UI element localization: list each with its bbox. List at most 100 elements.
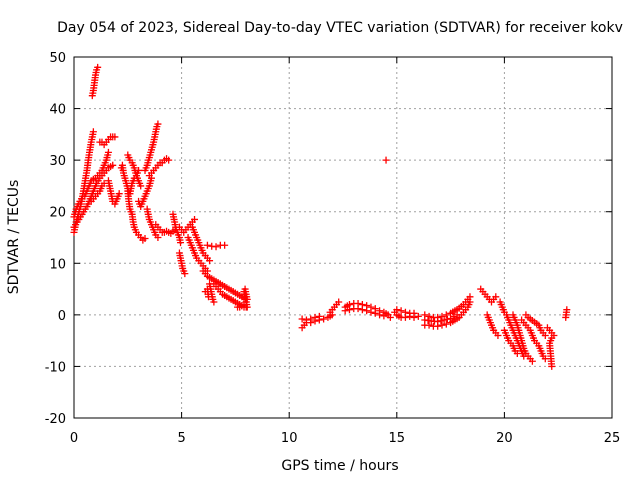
x-tick-label: 5	[177, 431, 185, 446]
series-arc-3.7h	[145, 155, 173, 180]
data-point	[371, 309, 379, 317]
data-point	[320, 315, 328, 323]
data-point	[363, 307, 371, 315]
data-point	[442, 320, 450, 328]
data-point	[410, 309, 418, 317]
data-point	[137, 182, 145, 190]
series-arc-8h-cluster	[234, 285, 251, 311]
data-point	[154, 234, 162, 241]
series-arc-6.2h-pts	[201, 285, 212, 301]
series-arc-12h-up	[326, 298, 343, 316]
data-point	[386, 313, 394, 321]
series-arc-6.5h-flat	[203, 241, 229, 251]
data-point	[302, 316, 310, 324]
data-point	[94, 63, 102, 71]
data-point	[354, 305, 362, 313]
y-axis: -20 -10 0 10 20 30 40 50	[45, 51, 612, 427]
data-point	[401, 308, 409, 316]
series-arc-2.5h-fall	[124, 187, 149, 244]
series-arc-14.5h-outlier	[382, 156, 390, 164]
series-arc-21h-d	[518, 316, 549, 363]
x-tick-label: 15	[389, 431, 406, 446]
data-point	[442, 311, 450, 319]
series-arc-13h-b	[341, 305, 388, 320]
x-tick-label: 25	[604, 431, 621, 446]
y-tick-label: -10	[45, 360, 66, 375]
series-arc-5.6h-fall	[188, 223, 214, 265]
y-tick-label: 50	[49, 51, 66, 66]
y-tick-label: 10	[49, 257, 66, 272]
data-point	[111, 133, 119, 141]
data-point	[397, 307, 405, 315]
data-point	[437, 317, 445, 325]
data-point	[104, 148, 112, 156]
series-arc-early-mid	[70, 179, 94, 221]
data-point	[203, 241, 211, 249]
y-tick-label: 20	[49, 206, 66, 221]
data-point	[414, 312, 422, 320]
y-tick-label: 40	[49, 103, 66, 118]
data-points	[70, 63, 571, 370]
chart-title: Day 054 of 2023, Sidereal Day-to-day VTE…	[57, 20, 623, 36]
series-arc-1.5h	[96, 133, 119, 149]
x-tick-label: 10	[281, 431, 298, 446]
data-point	[307, 315, 315, 323]
data-point	[212, 243, 220, 251]
series-arc-2.5h	[124, 151, 145, 190]
x-axis-label: GPS time / hours	[281, 458, 398, 474]
data-point	[440, 316, 448, 324]
data-point	[205, 293, 212, 301]
series-arc-2.2h	[117, 161, 143, 198]
data-point	[89, 128, 97, 136]
series-arc-3h	[135, 174, 155, 211]
series-arc-spike	[88, 63, 102, 100]
series-arc-3.3h-fall	[143, 205, 162, 241]
data-point	[243, 303, 251, 311]
series-arc-20.5h-c	[509, 311, 536, 365]
data-point	[443, 315, 451, 323]
data-point	[109, 161, 117, 169]
data-point	[425, 312, 433, 320]
data-point	[210, 298, 218, 306]
series-arc-5.5h-fall	[184, 234, 211, 275]
series-arc-16.5h-c	[421, 311, 461, 326]
data-point	[393, 306, 401, 314]
series-arc-15h	[391, 308, 422, 321]
y-tick-label: -20	[45, 412, 66, 427]
data-point	[494, 331, 502, 339]
data-point	[358, 306, 366, 314]
series-arc-20h-b	[500, 326, 521, 358]
data-point	[541, 331, 549, 339]
data-point	[298, 315, 306, 323]
data-point	[315, 312, 323, 320]
data-point	[453, 311, 461, 319]
data-point	[562, 313, 570, 321]
series-arc-11h-b	[298, 312, 323, 324]
data-point	[154, 120, 162, 128]
series-arc-19h	[477, 285, 500, 306]
series-arc-23h	[562, 306, 571, 321]
series-arc-21h-pts	[522, 311, 549, 339]
data-point	[165, 156, 173, 164]
data-point	[345, 306, 353, 314]
x-axis: 0 5 10 15 20 25	[70, 57, 620, 446]
series-arc-5h-fall	[175, 249, 189, 278]
data-point	[115, 190, 123, 198]
data-point	[548, 362, 556, 370]
series-arc-16.5h-b	[421, 293, 474, 321]
series-arc-22h	[543, 324, 558, 370]
data-point	[311, 313, 319, 321]
series-arc-1h-a	[87, 179, 108, 205]
data-point	[492, 293, 500, 301]
series-arc-early-low	[70, 161, 117, 231]
data-point	[382, 156, 390, 164]
series-arc-19.5h-fall	[483, 311, 502, 339]
series-arc-15h-b	[393, 306, 418, 317]
series-arc-1h-b	[87, 148, 112, 185]
x-tick-label: 0	[70, 431, 78, 446]
data-point	[438, 321, 446, 329]
series-arc-16.5h-a	[421, 298, 474, 330]
data-point	[513, 350, 521, 358]
data-point	[141, 235, 149, 243]
